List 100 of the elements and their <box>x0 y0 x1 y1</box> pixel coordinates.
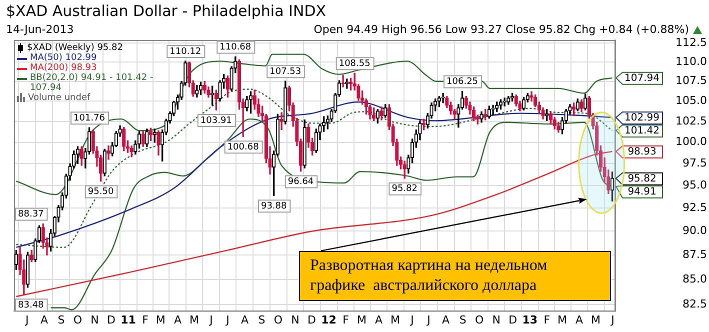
candlestick <box>376 108 380 124</box>
x-tick-label: A <box>442 313 450 326</box>
candlestick <box>380 106 384 120</box>
candlestick <box>156 130 160 156</box>
legend-label: BB(20,2.0) 94.91 - 101.42 - 107.94 <box>30 73 154 93</box>
text: Open 94.49 High 96.56 Low 93.27 Close 95.82 Chg +0.84 (+0.88%) <box>314 23 689 36</box>
candlestick <box>580 99 584 112</box>
candlestick <box>611 172 614 202</box>
annotation: 95.82 <box>392 184 418 194</box>
x-tick-label: A <box>375 313 384 326</box>
candlestick <box>506 96 510 105</box>
candlestick <box>402 160 406 179</box>
candlestick <box>280 112 284 130</box>
y-tick-label: 105.0 <box>676 94 707 108</box>
chart-subtitle: 14-Jun-2013 <box>6 23 74 36</box>
annotation: 110.68 <box>220 42 252 53</box>
candlestick <box>441 92 445 104</box>
candlestick <box>148 128 153 141</box>
x-tick-label: A <box>174 313 182 326</box>
y-tick-label: 87.5 <box>682 248 707 261</box>
x-tick-label: J <box>24 313 29 326</box>
candlestick <box>422 118 426 130</box>
annotation: Volume undef <box>28 93 90 103</box>
candlestick <box>545 108 549 122</box>
candlestick <box>210 86 214 106</box>
candlestick <box>30 250 34 262</box>
annotation: 93.88 <box>260 201 288 212</box>
annotation: 110.12 <box>170 46 202 57</box>
x-tick-label: N <box>90 313 99 326</box>
y-tick-label: 92.5 <box>682 200 707 214</box>
legend-label: MA(200) 98.93 <box>30 63 97 73</box>
x-tick-label: N <box>492 313 500 326</box>
legend-label: MA(50) 102.99 <box>30 53 97 63</box>
candlestick <box>341 74 345 88</box>
x-tick-label: J <box>225 313 230 326</box>
y-tick-label: 85.0 <box>682 272 707 286</box>
y-tick-label: 112.5 <box>676 36 707 49</box>
x-tick-label: M <box>390 313 400 326</box>
candlestick <box>584 94 588 110</box>
y-tick-label: 110.0 <box>676 54 707 68</box>
candlestick <box>195 84 199 98</box>
x-tick-label: S <box>58 313 65 326</box>
candlestick <box>487 106 492 119</box>
candlestick <box>141 130 145 147</box>
chart-title: $XAD Australian Dollar - Philadelphia INDX <box>6 2 326 20</box>
candlestick <box>576 98 580 112</box>
candlestick <box>522 96 526 110</box>
x-tick-label: F <box>544 313 550 326</box>
candlestick <box>495 102 499 112</box>
y-tick-label: 102.5 <box>676 114 707 128</box>
x-tick-label: M <box>189 313 199 326</box>
annotation: 102.99 <box>624 112 660 124</box>
annotation: 95.50 <box>88 187 114 198</box>
candlestick <box>198 82 203 96</box>
candlestick <box>491 104 495 116</box>
x-tick-label: A <box>576 313 584 326</box>
note-box: Разворотная картина на недельном графике австралийского доллара <box>299 250 611 301</box>
legend-label: $XAD (Weekly) 95.82 <box>27 43 123 53</box>
x-tick-label: A <box>240 313 249 326</box>
candlestick <box>14 250 18 270</box>
x-tick-label: F <box>142 313 148 326</box>
annotation: 107.53 <box>270 66 302 77</box>
x-tick-label: O <box>474 313 484 326</box>
candlestick <box>284 80 288 124</box>
x-tick-label: M <box>156 313 166 326</box>
x-tick-label: N <box>291 313 300 326</box>
annotation: 101.76 <box>74 113 106 124</box>
annotation: 95.82 <box>628 173 656 184</box>
annotation: 101.42 <box>624 126 660 137</box>
annotation: 107.94 <box>624 72 660 84</box>
x-tick-label: J <box>610 313 614 326</box>
annotation: 100.68 <box>227 142 260 152</box>
x-tick-label: 11 <box>120 313 136 326</box>
candlestick <box>302 120 306 168</box>
candlestick <box>26 252 30 288</box>
x-tick-label: A <box>40 313 48 326</box>
annotation: 94.91 <box>628 186 656 198</box>
y-tick-label: 90.0 <box>682 224 707 238</box>
annotation: 96.64 <box>288 177 314 188</box>
x-tick-label: S <box>459 313 466 326</box>
candlestick <box>502 98 506 106</box>
candlestick <box>498 99 503 110</box>
annotation: 98.93 <box>628 146 656 158</box>
candlestick <box>102 148 106 176</box>
x-tick-label: O <box>274 313 283 326</box>
y-tick-label: 95.0 <box>682 178 707 192</box>
candlestick <box>372 107 376 122</box>
x-tick-label: D <box>106 313 116 326</box>
annotation: 88.37 <box>18 210 44 220</box>
candlestick <box>480 111 484 123</box>
x-tick-label: J <box>426 313 430 326</box>
x-tick-label: D <box>508 313 518 326</box>
candlestick <box>145 128 149 147</box>
x-tick-label: 12 <box>321 313 336 326</box>
x-tick-label: M <box>356 313 366 326</box>
x-tick-label: D <box>308 313 316 326</box>
x-tick-label: J <box>410 313 414 326</box>
y-tick-label: 107.5 <box>676 74 707 88</box>
annotation: 108.55 <box>338 58 370 69</box>
x-tick-label: F <box>342 313 349 326</box>
